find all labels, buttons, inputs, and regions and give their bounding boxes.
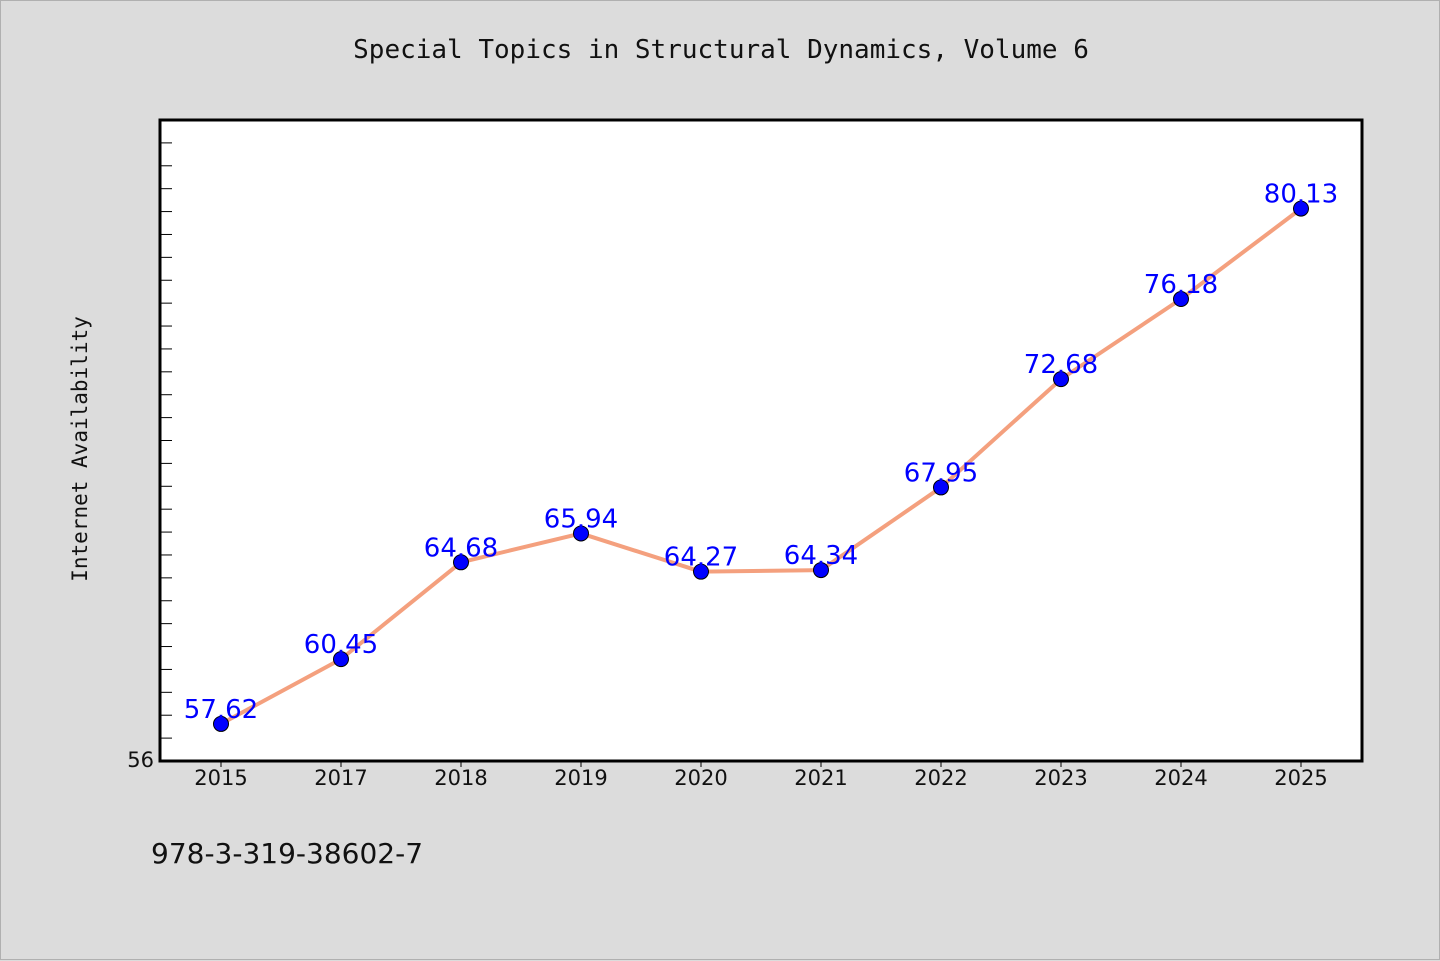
y-axis-label: Internet Availability [68, 316, 92, 582]
x-axis-ticks: 2015 2017 2018 2019 2020 2021 2022 2023 2024 2025 [194, 761, 1328, 790]
data-point [1053, 371, 1069, 388]
x-tick-label: 2021 [794, 766, 847, 790]
data-label: 80.13 [1264, 180, 1338, 210]
data-point [213, 715, 229, 732]
x-tick-label: 2015 [194, 766, 247, 790]
data-point [573, 525, 589, 542]
y-axis-ticks: 56 [127, 119, 172, 772]
data-label: 65.94 [544, 504, 618, 534]
x-tick-label: 2022 [914, 766, 967, 790]
data-point [453, 554, 469, 571]
data-label: 64.68 [424, 533, 498, 563]
data-label: 60.45 [304, 630, 378, 660]
data-point [813, 562, 829, 579]
data-point [1293, 200, 1309, 217]
series-line-group [220, 206, 1303, 726]
x-tick-label: 2019 [554, 766, 607, 790]
chart-title: Special Topics in Structural Dynamics, V… [353, 35, 1089, 65]
data-label: 64.27 [664, 543, 738, 573]
x-tick-label: 2017 [314, 766, 367, 790]
data-label: 64.34 [784, 541, 858, 571]
data-point [933, 479, 949, 496]
x-tick-label: 2025 [1274, 766, 1327, 790]
data-label: 67.95 [904, 458, 978, 488]
x-tick-label: 2023 [1034, 766, 1087, 790]
x-tick-label: 2024 [1154, 766, 1207, 790]
series-markers [213, 200, 1309, 732]
y-tick-label: 56 [127, 748, 154, 772]
x-tick-label: 2018 [434, 766, 487, 790]
data-label: 72.68 [1024, 350, 1098, 380]
series-line [220, 206, 1303, 726]
data-label: 76.18 [1144, 270, 1218, 300]
isbn-caption: 978-3-319-38602-7 [151, 837, 424, 870]
data-point [693, 563, 709, 580]
data-label: 57.62 [184, 695, 258, 725]
data-point [333, 651, 349, 668]
plot-area [158, 118, 1364, 763]
data-point [1173, 291, 1189, 308]
x-tick-label: 2020 [674, 766, 727, 790]
data-labels: 57.62 60.45 64.68 65.94 64.27 64.34 67.95 72.68… [184, 180, 1338, 725]
